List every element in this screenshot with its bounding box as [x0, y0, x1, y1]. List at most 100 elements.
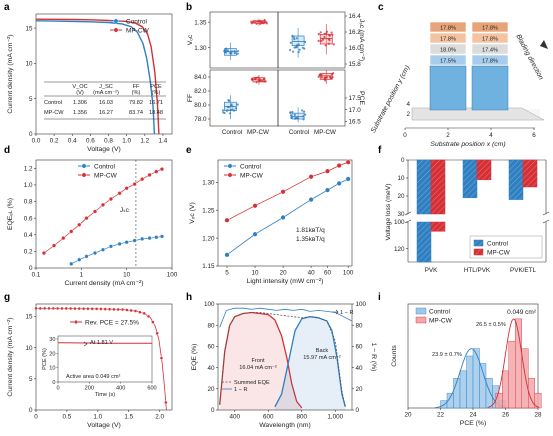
y-tick-label: 20 — [397, 193, 405, 200]
table-cell: 16.71 — [149, 100, 163, 106]
mean-annotation: 23.9 ± 0.7% — [432, 352, 462, 358]
data-point — [151, 320, 155, 324]
y-axis-label: Vₒc (V) — [189, 202, 196, 223]
y-tick-label: 0.8 — [24, 199, 33, 206]
table-header: FF — [133, 84, 140, 90]
data-point — [296, 117, 300, 120]
data-point — [226, 109, 229, 112]
x-axis-label: Substrate position x (cm) — [430, 141, 505, 148]
pce-value: 17.8% — [482, 36, 498, 42]
panel-a-axes — [35, 13, 173, 135]
y-axis-label: Counts — [391, 345, 398, 367]
y-tick-label: 0 — [211, 407, 215, 414]
x-category-label: MP-CW — [247, 129, 269, 136]
data-point — [69, 261, 74, 266]
slope-annotation: 1.81kʙT/q — [296, 227, 325, 234]
data-point — [229, 108, 232, 112]
inset-note: Active area 0.049 cm² — [66, 374, 121, 380]
table-header-unit: (V) — [76, 90, 84, 96]
data-point — [61, 235, 66, 241]
data-point — [336, 163, 342, 169]
x-tick-label: 20 — [280, 270, 288, 277]
x-tick-label: 22 — [437, 412, 445, 419]
x-tick-label: 1 — [80, 272, 84, 279]
bar — [508, 159, 524, 200]
legend-swatch — [473, 239, 484, 247]
x-tick-label: 0.5 — [63, 414, 72, 421]
data-point — [336, 180, 342, 186]
data-point — [224, 217, 230, 223]
x-tick-label: 0 — [34, 414, 38, 421]
y-tick-label: 0.6 — [24, 215, 33, 222]
x-axis-label: Current density (mA cm⁻²) — [64, 280, 143, 287]
y-tick-label: 80.0 — [194, 102, 207, 109]
legend-marker — [73, 320, 78, 325]
data-point — [345, 176, 351, 182]
inset-y-label: PCE (%) — [42, 348, 48, 370]
x-category-label: Control — [222, 129, 242, 136]
data-point — [317, 33, 320, 36]
x-tick-label: 10 — [252, 270, 260, 277]
x-tick-label: 200 — [85, 386, 94, 392]
table-cell: 79.82 — [129, 100, 143, 106]
legend-box — [469, 235, 543, 259]
data-point — [320, 39, 323, 42]
eqe-line — [274, 316, 346, 408]
data-point — [252, 203, 258, 209]
data-point — [280, 214, 286, 220]
back-label: Back — [316, 348, 329, 354]
data-point — [77, 222, 82, 227]
y-tick-label: 4 — [406, 101, 410, 108]
y-axis-label: Voltage loss (meV) — [385, 183, 392, 240]
x-tick-label: 400 — [229, 414, 240, 421]
data-point — [292, 36, 295, 39]
data-point — [324, 44, 327, 47]
y-tick-label: 10 — [25, 345, 33, 352]
data-point — [291, 110, 294, 114]
legend-control: Control — [126, 18, 148, 25]
eqe-area — [274, 316, 346, 410]
data-point — [227, 105, 230, 109]
data-point — [308, 197, 314, 203]
area-note: 0.049 cm² — [507, 309, 537, 316]
data-point — [132, 181, 137, 187]
y-tick-label: 0 — [29, 131, 33, 138]
data-point — [297, 43, 300, 46]
pce-block — [471, 54, 509, 66]
x-tick-label: 60 — [324, 270, 332, 277]
axis-break-icon — [404, 211, 412, 224]
reflectance-line — [219, 307, 353, 328]
histogram-bar — [508, 340, 516, 409]
back-jsc: 15.97 mA cm⁻² — [303, 355, 341, 361]
data-point — [230, 50, 233, 53]
histogram-bar — [502, 370, 509, 409]
data-point — [159, 167, 165, 172]
y-tick-label: 1.20 — [202, 235, 215, 242]
legend-marker — [81, 172, 87, 178]
data-point — [147, 172, 152, 178]
data-point — [120, 307, 125, 312]
data-point — [103, 307, 107, 311]
panel-label-h: h — [186, 292, 192, 303]
data-point — [265, 22, 268, 25]
data-point — [117, 241, 122, 247]
data-point — [60, 306, 64, 311]
data-point — [255, 22, 258, 25]
eqe-line — [43, 168, 163, 254]
data-point — [294, 117, 297, 120]
table-cell: 1.356 — [73, 110, 87, 116]
y-tick-label: 1.25 — [202, 207, 215, 214]
data-point — [154, 169, 159, 174]
x-tick-label: 100 — [167, 272, 178, 279]
pce-value: 17.8% — [440, 25, 456, 31]
data-point — [262, 77, 266, 80]
front-jsc: 16.04 mA cm⁻² — [239, 365, 277, 371]
y-tick-label: 1.30 — [194, 45, 207, 52]
one-minus-r-label: 1 − R — [340, 310, 354, 316]
x-axis-label: Voltage (V) — [87, 422, 121, 429]
pce-block — [471, 32, 509, 44]
table-cell: 18.48 — [149, 110, 163, 116]
data-point — [324, 168, 330, 174]
panel-label-f: f — [378, 145, 382, 156]
